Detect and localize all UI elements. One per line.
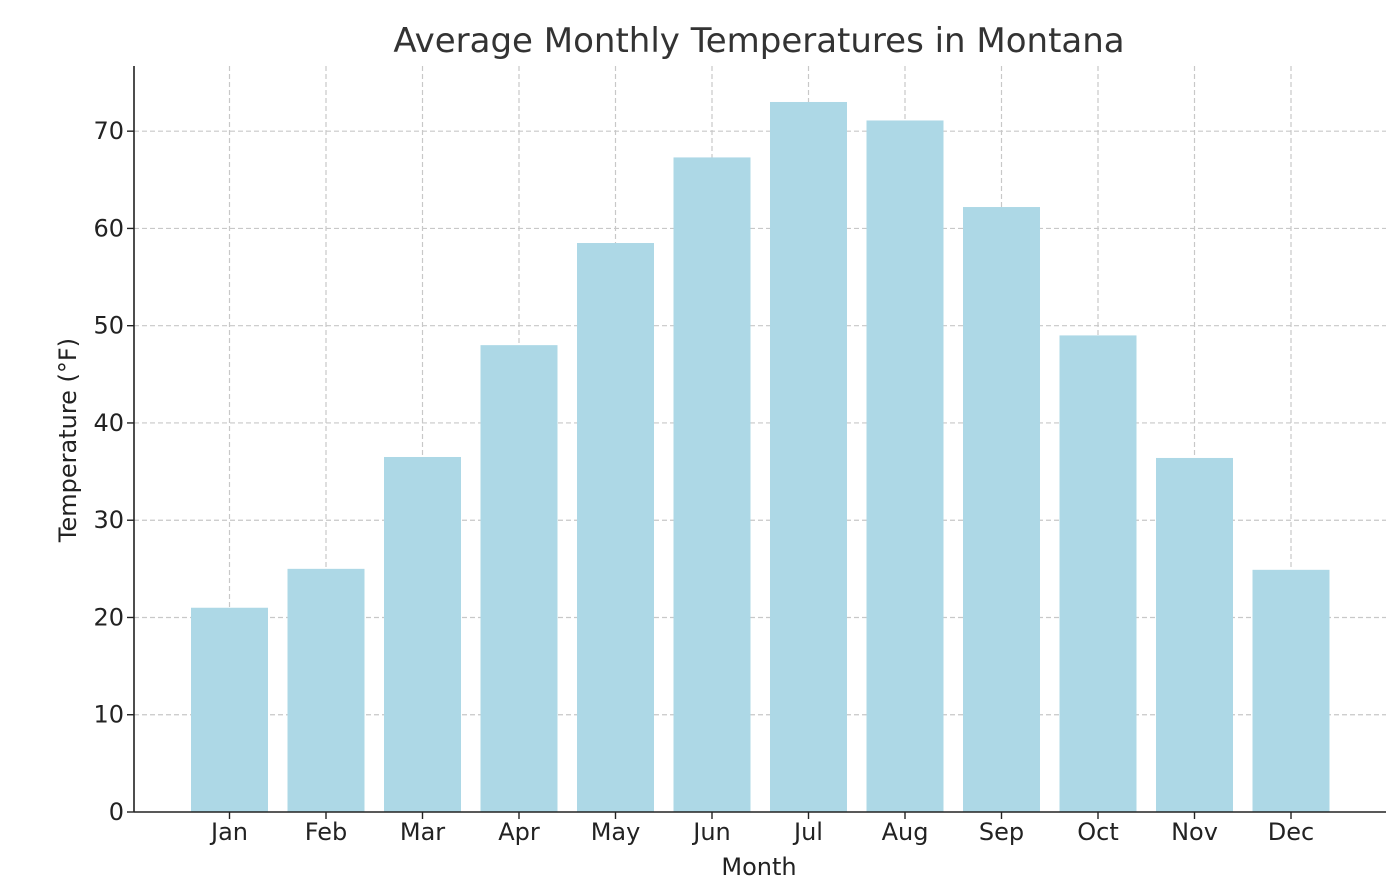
x-tick-label: Apr: [498, 818, 540, 846]
x-tick-label: Aug: [882, 818, 929, 846]
x-tick-label: Sep: [979, 818, 1024, 846]
bar-may: [577, 243, 654, 812]
x-tick-label: Oct: [1077, 818, 1119, 846]
bar-sep: [963, 207, 1040, 813]
x-axis-ticks: Jan Feb Mar Apr May Jun Jul Aug Sep Oct Nov Dec: [209, 812, 1314, 846]
x-tick-label: Jan: [209, 818, 248, 846]
axes: [133, 66, 1386, 813]
bar-oct: [1059, 335, 1137, 812]
bar-jul: [770, 101, 847, 813]
x-tick-label: Dec: [1268, 818, 1314, 846]
y-tick-label: 40: [93, 409, 124, 437]
x-tick-label: Feb: [305, 818, 348, 846]
x-tick-label: Jul: [792, 818, 823, 846]
x-tick-label: Mar: [400, 818, 445, 846]
bar-jan: [191, 607, 268, 812]
y-tick-label: 50: [93, 312, 124, 340]
y-tick-label: 70: [93, 117, 124, 145]
bar-apr: [480, 345, 558, 812]
y-tick-label: 0: [109, 798, 124, 826]
y-tick-label: 10: [93, 701, 124, 729]
y-tick-label: 30: [93, 506, 124, 534]
bar-aug: [866, 120, 944, 813]
bar-mar: [384, 456, 461, 812]
y-axis-ticks: 0 10 20 30 40 50 60 70: [93, 117, 134, 826]
bar-jun: [673, 157, 751, 812]
x-tick-label: May: [591, 818, 641, 846]
x-tick-label: Jun: [691, 818, 731, 846]
x-axis-label: Month: [721, 853, 796, 881]
y-tick-label: 60: [93, 214, 124, 242]
chart-title: Average Monthly Temperatures in Montana: [393, 21, 1124, 61]
y-axis-label: Temperature (°F): [54, 338, 82, 543]
y-tick-label: 20: [93, 603, 124, 631]
bar-nov: [1156, 457, 1233, 812]
bar-dec: [1252, 569, 1330, 812]
bar-feb: [287, 568, 365, 812]
bars: [191, 101, 1330, 813]
x-tick-label: Nov: [1171, 818, 1218, 846]
